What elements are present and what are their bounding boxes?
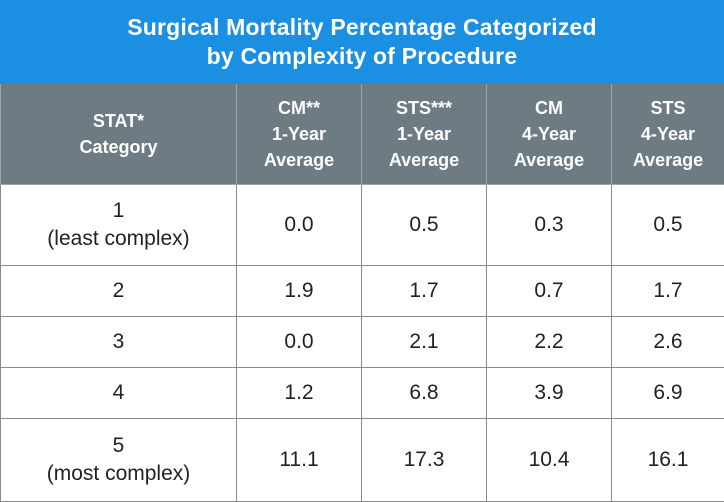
value-cell: 11.1 xyxy=(237,419,362,502)
mortality-table: STAT* Category CM** 1-Year Average STS**… xyxy=(0,84,724,502)
title-banner: Surgical Mortality Percentage Categorize… xyxy=(0,0,724,84)
header-sts-4yr: STS 4-Year Average xyxy=(612,84,724,185)
category-cell: 3 xyxy=(1,317,237,368)
header-line: Average xyxy=(491,147,607,173)
value-cell: 17.3 xyxy=(362,419,487,502)
value-cell: 1.7 xyxy=(362,266,487,317)
category-cell: 5 (most complex) xyxy=(1,419,237,502)
header-line: CM** xyxy=(241,95,357,121)
table-row: 2 1.9 1.7 0.7 1.7 xyxy=(1,266,724,317)
value-cell: 0.3 xyxy=(487,185,612,266)
header-line: STAT* xyxy=(5,108,232,134)
category-cell: 1 (least complex) xyxy=(1,185,237,266)
value-cell: 1.9 xyxy=(237,266,362,317)
header-line: 1-Year xyxy=(366,121,482,147)
header-cm-1yr: CM** 1-Year Average xyxy=(237,84,362,185)
header-cm-4yr: CM 4-Year Average xyxy=(487,84,612,185)
value-cell: 2.1 xyxy=(362,317,487,368)
category-cell: 2 xyxy=(1,266,237,317)
table-row: 3 0.0 2.1 2.2 2.6 xyxy=(1,317,724,368)
title-line-1: Surgical Mortality Percentage Categorize… xyxy=(127,13,597,42)
table-row: 5 (most complex) 11.1 17.3 10.4 16.1 xyxy=(1,419,724,502)
header-line: STS*** xyxy=(366,95,482,121)
value-cell: 2.2 xyxy=(487,317,612,368)
value-cell: 0.5 xyxy=(362,185,487,266)
title-line-2: by Complexity of Procedure xyxy=(207,42,518,71)
value-cell: 1.2 xyxy=(237,368,362,419)
value-cell: 2.6 xyxy=(612,317,724,368)
value-cell: 10.4 xyxy=(487,419,612,502)
category-number: 1 xyxy=(5,197,232,225)
value-cell: 3.9 xyxy=(487,368,612,419)
header-line: CM xyxy=(491,95,607,121)
header-line: 4-Year xyxy=(491,121,607,147)
value-cell: 0.7 xyxy=(487,266,612,317)
value-cell: 1.7 xyxy=(612,266,724,317)
category-cell: 4 xyxy=(1,368,237,419)
header-line: STS xyxy=(616,95,720,121)
value-cell: 6.8 xyxy=(362,368,487,419)
header-line: 1-Year xyxy=(241,121,357,147)
header-sts-1yr: STS*** 1-Year Average xyxy=(362,84,487,185)
category-note: (least complex) xyxy=(5,225,232,253)
category-note: (most complex) xyxy=(5,460,232,488)
table-row: 1 (least complex) 0.0 0.5 0.3 0.5 xyxy=(1,185,724,266)
value-cell: 0.5 xyxy=(612,185,724,266)
header-stat-category: STAT* Category xyxy=(1,84,237,185)
header-row: STAT* Category CM** 1-Year Average STS**… xyxy=(1,84,724,185)
value-cell: 0.0 xyxy=(237,317,362,368)
header-line: Average xyxy=(366,147,482,173)
value-cell: 6.9 xyxy=(612,368,724,419)
value-cell: 0.0 xyxy=(237,185,362,266)
header-line: Average xyxy=(616,147,720,173)
value-cell: 16.1 xyxy=(612,419,724,502)
category-number: 5 xyxy=(5,432,232,460)
header-line: Category xyxy=(5,134,232,160)
header-line: Average xyxy=(241,147,357,173)
table-row: 4 1.2 6.8 3.9 6.9 xyxy=(1,368,724,419)
header-line: 4-Year xyxy=(616,121,720,147)
